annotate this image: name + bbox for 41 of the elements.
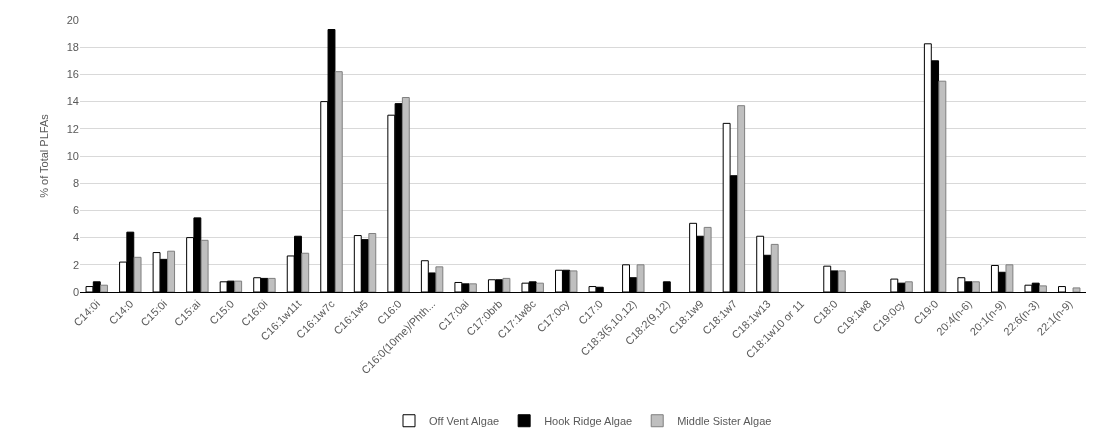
legend-label: Hook Ridge Algae bbox=[544, 415, 633, 428]
bar bbox=[904, 281, 913, 292]
y-tick-label: 2 bbox=[72, 258, 79, 271]
bar bbox=[435, 266, 444, 292]
bar bbox=[100, 284, 108, 292]
legend-label: Off Vent Algae bbox=[429, 415, 500, 428]
bar bbox=[267, 277, 276, 292]
bar bbox=[837, 270, 846, 292]
bar bbox=[234, 280, 243, 292]
y-tick-label: 18 bbox=[66, 41, 79, 54]
y-tick-label: 16 bbox=[66, 68, 79, 81]
bar bbox=[301, 252, 310, 292]
bar bbox=[401, 97, 410, 292]
y-tick-label: 4 bbox=[72, 231, 79, 244]
bar bbox=[334, 71, 343, 292]
y-tick-label: 10 bbox=[66, 149, 79, 162]
legend-label: Middle Sister Algae bbox=[677, 415, 772, 428]
bar bbox=[167, 250, 176, 292]
bar bbox=[133, 256, 142, 292]
bar bbox=[569, 270, 578, 292]
y-tick-label: 14 bbox=[66, 95, 79, 108]
bar bbox=[770, 243, 779, 292]
bar bbox=[1072, 287, 1081, 292]
bar bbox=[536, 282, 544, 292]
y-tick-label: 20 bbox=[66, 13, 79, 26]
y-tick-label: 0 bbox=[72, 285, 79, 298]
bar bbox=[502, 277, 511, 292]
bar bbox=[368, 233, 377, 292]
y-tick-label: 8 bbox=[72, 177, 79, 190]
bar bbox=[737, 105, 746, 292]
bar bbox=[200, 239, 209, 292]
bar bbox=[1039, 285, 1047, 292]
y-tick-label: 6 bbox=[72, 204, 79, 217]
bar bbox=[1005, 264, 1014, 292]
bar bbox=[468, 283, 477, 292]
bar bbox=[703, 226, 712, 292]
y-tick-label: 12 bbox=[66, 122, 79, 135]
bar bbox=[938, 80, 947, 292]
bar bbox=[971, 281, 980, 292]
y-axis-title: % of Total PLFAs bbox=[38, 113, 51, 198]
bar bbox=[636, 264, 645, 292]
